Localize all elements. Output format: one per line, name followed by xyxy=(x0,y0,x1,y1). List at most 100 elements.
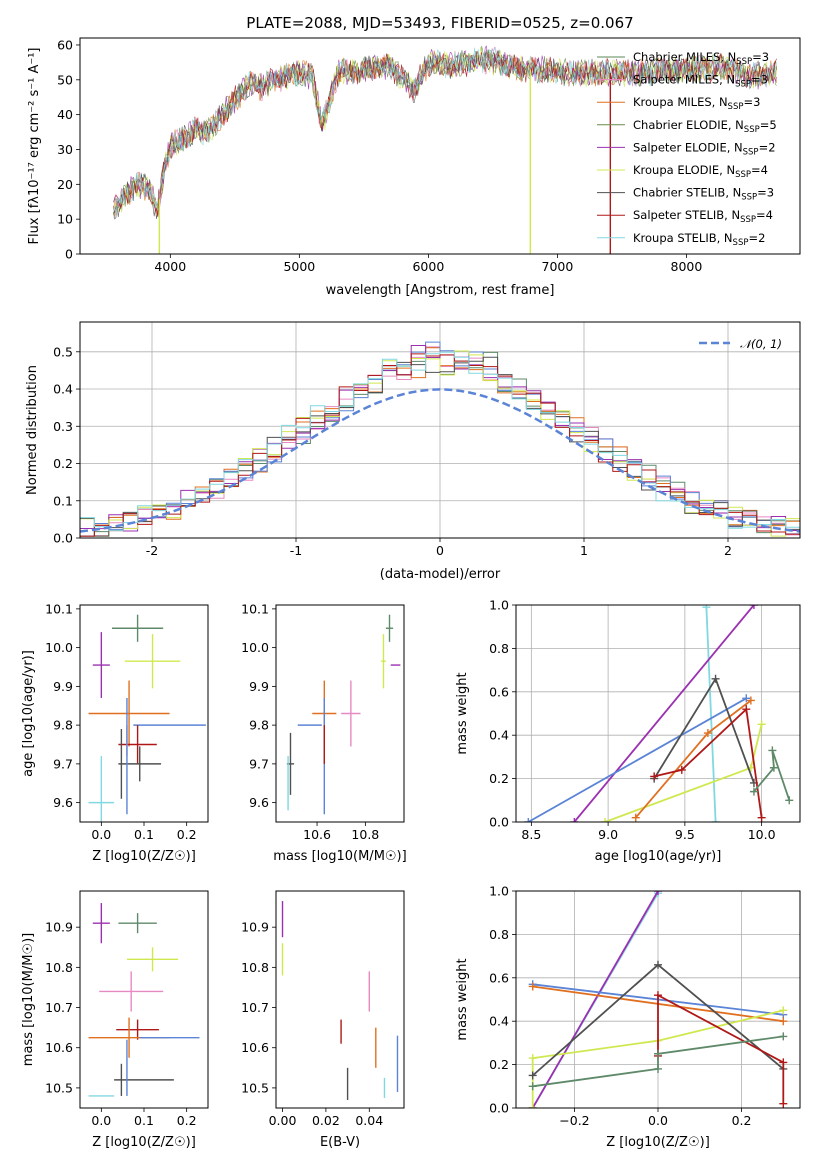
weight-marker xyxy=(742,705,751,714)
y-tick-label: 0.6 xyxy=(489,684,509,699)
axes-frame xyxy=(275,890,405,1109)
y-tick-label: 0.6 xyxy=(489,970,509,985)
y-tick-label: 0.4 xyxy=(489,728,509,743)
weight-marker xyxy=(746,696,755,705)
y-tick-label: 0.0 xyxy=(489,815,509,830)
weight-marker xyxy=(528,982,537,991)
x-axis-label: Z [log10(Z/Z☉)] xyxy=(92,849,196,864)
weight-lines xyxy=(528,891,788,1108)
residual-histogram-panel: -2 -1 0 1 2 0.0 0.1 0.2 0.3 0.4 0.5 (data-model)/er… xyxy=(25,321,801,582)
y-tick-label: 10.7 xyxy=(45,1000,73,1015)
x-axis-label: wavelength [Angstrom, rest frame] xyxy=(326,283,555,298)
weight-marker xyxy=(703,729,712,738)
weight-series xyxy=(531,891,659,1108)
error-bar-point xyxy=(385,614,394,642)
y-axis-label: Flux [fλ10⁻¹⁷ erg cm⁻² s⁻¹ A⁻¹] xyxy=(27,48,42,245)
weight-marker xyxy=(779,1032,788,1041)
y-axis-label: mass weight xyxy=(455,672,470,754)
y-tick-label: 10.6 xyxy=(45,1040,73,1055)
x-tick-label: 6000 xyxy=(412,259,444,274)
x-tick-label: -1 xyxy=(290,543,302,558)
weight-marker xyxy=(711,818,720,822)
age-vs-mass-panel: 10.6 10.8 9.6 9.7 9.8 9.9 10.0 10.1 mass [log10(… xyxy=(241,601,407,864)
y-tick-label: 10.7 xyxy=(241,1000,269,1015)
weight-marker xyxy=(757,813,766,822)
y-tick-label: 0.5 xyxy=(53,344,73,359)
weight-marker xyxy=(779,1058,788,1067)
weight-series xyxy=(653,676,755,784)
y-tick-label: 10.6 xyxy=(241,1040,269,1055)
y-axis-label: Normed distribution xyxy=(25,365,40,495)
weight-marker xyxy=(749,787,758,796)
error-bar-point xyxy=(88,756,115,822)
weight-marker xyxy=(779,1099,788,1108)
axes-frame xyxy=(79,321,801,539)
axes-frame xyxy=(79,604,209,823)
y-tick-label: 0.3 xyxy=(53,419,73,434)
y-tick-label: 0.2 xyxy=(489,771,509,786)
age-vs-metallicity-panel: 0.0 0.1 0.2 9.6 9.7 9.8 9.9 10.0 10.1 Z [log10(Z/… xyxy=(21,601,209,864)
x-tick-label: 9.5 xyxy=(675,827,695,842)
mass-vs-metallicity-panel: 0.0 0.1 0.2 10.5 10.6 10.7 10.8 10.9 Z [log10(Z/… xyxy=(21,890,209,1150)
x-tick-label: 0.2 xyxy=(732,1113,752,1128)
weight-marker xyxy=(654,960,662,969)
error-bar-point xyxy=(341,680,361,747)
error-bar-point xyxy=(88,680,170,747)
weight-marker xyxy=(528,1071,537,1080)
error-bar-point xyxy=(118,725,157,764)
x-tick-label: -2 xyxy=(146,543,158,558)
error-bar-point xyxy=(381,634,386,689)
y-tick-label: 10 xyxy=(57,212,73,227)
legend-label: Chabrier ELODIE, NSSP=5 xyxy=(633,118,777,135)
weight-marker xyxy=(631,813,640,822)
x-tick-label: 0.0 xyxy=(91,1113,111,1128)
x-tick-label: 2 xyxy=(724,543,732,558)
weight-marker xyxy=(528,1104,537,1108)
y-tick-label: 10.0 xyxy=(241,640,269,655)
weight-marker xyxy=(711,674,720,683)
legend-label: Chabrier STELIB, NSSP=3 xyxy=(633,186,774,203)
spectrum-series xyxy=(113,47,777,214)
x-tick-label: 8.5 xyxy=(521,827,541,842)
x-tick-label: 0.2 xyxy=(177,1113,197,1128)
y-axis-label: mass [log10(M/M☉)] xyxy=(21,933,36,1066)
weight-marker xyxy=(654,1064,662,1073)
error-bar-point xyxy=(112,614,164,642)
y-tick-label: 20 xyxy=(57,177,73,192)
x-tick-label: 0.0 xyxy=(91,827,111,842)
weight-series xyxy=(573,605,755,822)
y-tick-label: 0.1 xyxy=(53,493,73,508)
x-tick-label: 7000 xyxy=(542,259,574,274)
weight-marker xyxy=(654,991,662,1000)
x-tick-label: 10.0 xyxy=(748,827,776,842)
y-tick-label: 9.9 xyxy=(249,679,269,694)
weight-marker xyxy=(768,746,777,755)
weight-marker xyxy=(654,891,662,895)
weight-series xyxy=(532,1035,784,1088)
y-tick-label: 9.7 xyxy=(249,756,269,771)
x-tick-label: 0 xyxy=(436,543,444,558)
weight-marker xyxy=(779,1017,788,1026)
x-axis-label: age [log10(age/yr)] xyxy=(595,849,722,864)
x-tick-label: 0.04 xyxy=(355,1113,383,1128)
x-tick-label: 9.0 xyxy=(598,827,618,842)
error-bar-point xyxy=(116,1019,159,1040)
legend-label: Salpeter ELODIE, NSSP=2 xyxy=(633,140,776,157)
y-tick-label: 9.8 xyxy=(249,718,269,733)
legend: Chabrier MILES, NSSP=3 Salpeter MILES, NS… xyxy=(597,50,777,248)
x-tick-label: 0.1 xyxy=(134,1113,154,1128)
figure-title: PLATE=2088, MJD=53493, FIBERID=0525, z=0… xyxy=(246,14,633,32)
y-tick-label: 10.5 xyxy=(45,1080,73,1095)
error-bar-point xyxy=(99,971,164,1012)
axes-frame xyxy=(515,890,801,1109)
y-tick-label: 0.8 xyxy=(489,927,509,942)
weight-series xyxy=(527,697,747,822)
error-bars xyxy=(88,614,206,822)
y-tick-label: 10.0 xyxy=(45,640,73,655)
y-tick-label: 0.4 xyxy=(53,382,73,397)
x-tick-label: 10.6 xyxy=(303,827,331,842)
error-bar-point xyxy=(118,746,162,782)
axes-frame xyxy=(79,37,801,255)
error-bar-point xyxy=(118,913,157,934)
